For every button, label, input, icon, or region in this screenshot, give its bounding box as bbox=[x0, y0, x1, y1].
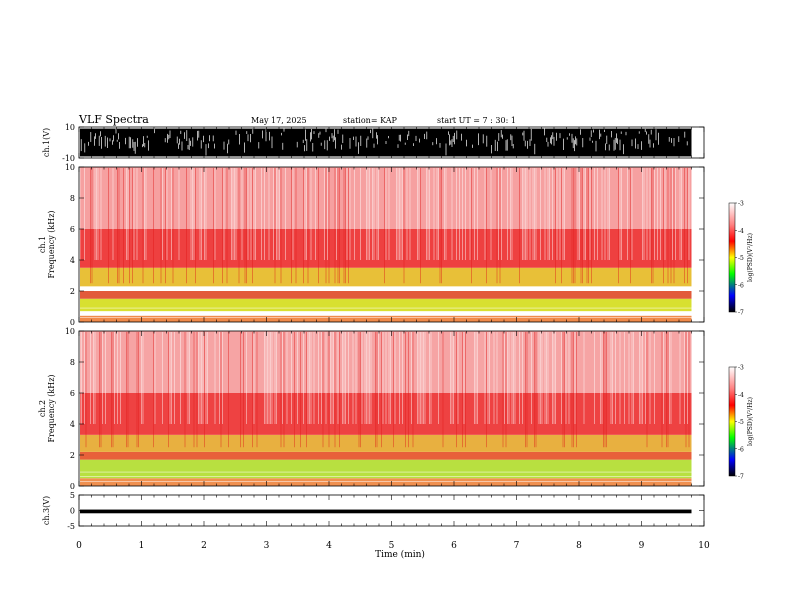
ch2-spectrogram-y-tick-label: 10 bbox=[65, 327, 75, 336]
x-tick-label: 2 bbox=[201, 541, 207, 551]
ch1-spectrogram-colorbar-tick-label: -7 bbox=[738, 310, 744, 317]
x-tick-label: 4 bbox=[326, 541, 332, 551]
ch3-waveform-y-tick-label: -5 bbox=[67, 522, 75, 531]
ch1-waveform-ylabel: ch.1(V) bbox=[42, 128, 51, 157]
ch2-spectrogram-y-tick-label: 0 bbox=[70, 482, 75, 491]
station-label: station= KAP bbox=[343, 116, 398, 125]
ch2-spectrogram-colorbar-scale bbox=[728, 366, 736, 477]
ch1-spectrogram-band bbox=[80, 298, 692, 312]
ch2-spectrogram-band bbox=[80, 434, 692, 452]
ch2-spectrogram-colorbar-tick-label: -5 bbox=[738, 419, 744, 426]
figure-title: VLF Spectra bbox=[78, 113, 149, 126]
ch1-spectrogram-y-tick-label: 0 bbox=[70, 318, 75, 327]
ch2-spectrogram-colorbar-label: log(PSD)(V²/Hz) bbox=[747, 397, 754, 446]
ch1-spectrogram-panel: 0 2 4 6 8 10 ch.1 Frequency (kHz) bbox=[38, 163, 705, 327]
ch2-spectrogram-ylabel: Frequency (kHz) bbox=[47, 374, 56, 442]
date-label: May 17, 2025 bbox=[251, 116, 307, 125]
ch1-spectrogram-y-tick-label: 2 bbox=[70, 287, 75, 296]
ch2-spectrogram-image bbox=[79, 331, 692, 486]
ch1-waveform-trace bbox=[80, 128, 692, 157]
time-axis: 0 1 2 3 4 5 6 7 8 9 10 bbox=[76, 541, 710, 551]
ch1-spectrogram-y-tick-label: 10 bbox=[65, 163, 75, 172]
ch2-spectrogram-colorbar-tick-label: -3 bbox=[738, 365, 744, 372]
x-tick-label: 6 bbox=[451, 541, 457, 551]
ch2-spectrogram-y-tick-label: 8 bbox=[70, 358, 75, 367]
x-tick-label: 3 bbox=[264, 541, 270, 551]
x-tick-label: 8 bbox=[576, 541, 582, 551]
ch1-waveform-panel: 10 -10 ch.1(V) bbox=[42, 123, 705, 163]
ch3-waveform-trace bbox=[80, 509, 692, 514]
ch2-spectrogram-ylabel: ch.2 bbox=[38, 400, 47, 417]
ch1-spectrogram-image bbox=[79, 167, 692, 322]
ch2-spectrogram-colorbar-tick-label: -6 bbox=[738, 446, 744, 453]
ch2-spectrogram-y-tick-label: 2 bbox=[70, 451, 75, 460]
ch1-spectrogram-colorbar-label: log(PSD)(V²/Hz) bbox=[747, 233, 754, 282]
ch3-waveform-y-tick-label: 0 bbox=[70, 507, 75, 516]
ch2-spectrogram-colorbar: -3 -4 -5 -6 -7 log(PSD)(V²/Hz) bbox=[728, 365, 754, 481]
ch2-spectrogram-colorbar-tick-label: -7 bbox=[738, 474, 744, 481]
ch1-spectrogram-band bbox=[80, 267, 692, 287]
ch3-waveform-envelope bbox=[80, 509, 692, 514]
ch2-spectrogram-band bbox=[80, 451, 692, 460]
ch1-spectrogram-colorbar-tick-label: -5 bbox=[738, 255, 744, 262]
ch1-spectrogram-colorbar-tick-label: -6 bbox=[738, 282, 744, 289]
ch1-spectrogram-colorbar-tick-label: -4 bbox=[738, 228, 744, 235]
ch3-waveform-panel: 5 0 -5 ch.3(V) bbox=[42, 491, 705, 531]
ch1-spectrogram-band bbox=[80, 315, 692, 322]
ch1-spectrogram-band bbox=[80, 291, 692, 299]
x-tick-label: 1 bbox=[139, 541, 145, 551]
ch1-spectrogram-colorbar-scale bbox=[728, 202, 736, 313]
ch2-spectrogram-panel: 0 2 4 6 8 10 ch.2 Frequency (kHz) bbox=[38, 327, 705, 491]
ch2-spectrogram-colorbar-tick-label: -4 bbox=[738, 392, 744, 399]
x-axis-label: Time (min) bbox=[375, 549, 425, 560]
ch2-spectrogram-band bbox=[80, 478, 692, 486]
ch1-spectrogram-colorbar: -3 -4 -5 -6 -7 log(PSD)(V²/Hz) bbox=[728, 201, 754, 317]
colorbars: -3 -4 -5 -6 -7 log(PSD)(V²/Hz) -3 -4 -5 -6 -7 log(P… bbox=[728, 201, 754, 481]
ch2-spectrogram-band bbox=[80, 459, 692, 479]
ch1-waveform-y-tick-label: -10 bbox=[62, 154, 75, 163]
ch2-spectrogram-y-tick-label: 6 bbox=[70, 389, 75, 398]
x-tick-label: 10 bbox=[698, 541, 710, 551]
x-tick-label: 5 bbox=[389, 541, 395, 551]
ch1-spectrogram-ylabel: ch.1 bbox=[38, 236, 47, 253]
ch3-waveform-ylabel: ch.3(V) bbox=[42, 496, 51, 525]
ch3-waveform-y-tick-label: 5 bbox=[70, 491, 75, 500]
ch1-spectrogram-y-tick-label: 8 bbox=[70, 194, 75, 203]
ch1-spectrogram-y-tick-label: 6 bbox=[70, 225, 75, 234]
ch1-waveform-y-tick-label: 10 bbox=[65, 123, 75, 132]
ch1-spectrogram-colorbar-tick-label: -3 bbox=[738, 201, 744, 208]
ch2-spectrogram-y-tick-label: 4 bbox=[70, 420, 75, 429]
start-time-label: start UT = 7 : 30: 1 bbox=[437, 116, 516, 125]
x-tick-label: 0 bbox=[76, 541, 82, 551]
ch1-spectrogram-y-tick-label: 4 bbox=[70, 256, 75, 265]
ch1-spectrogram-ylabel: Frequency (kHz) bbox=[47, 210, 56, 278]
x-tick-label: 7 bbox=[514, 541, 520, 551]
x-tick-label: 9 bbox=[639, 541, 645, 551]
